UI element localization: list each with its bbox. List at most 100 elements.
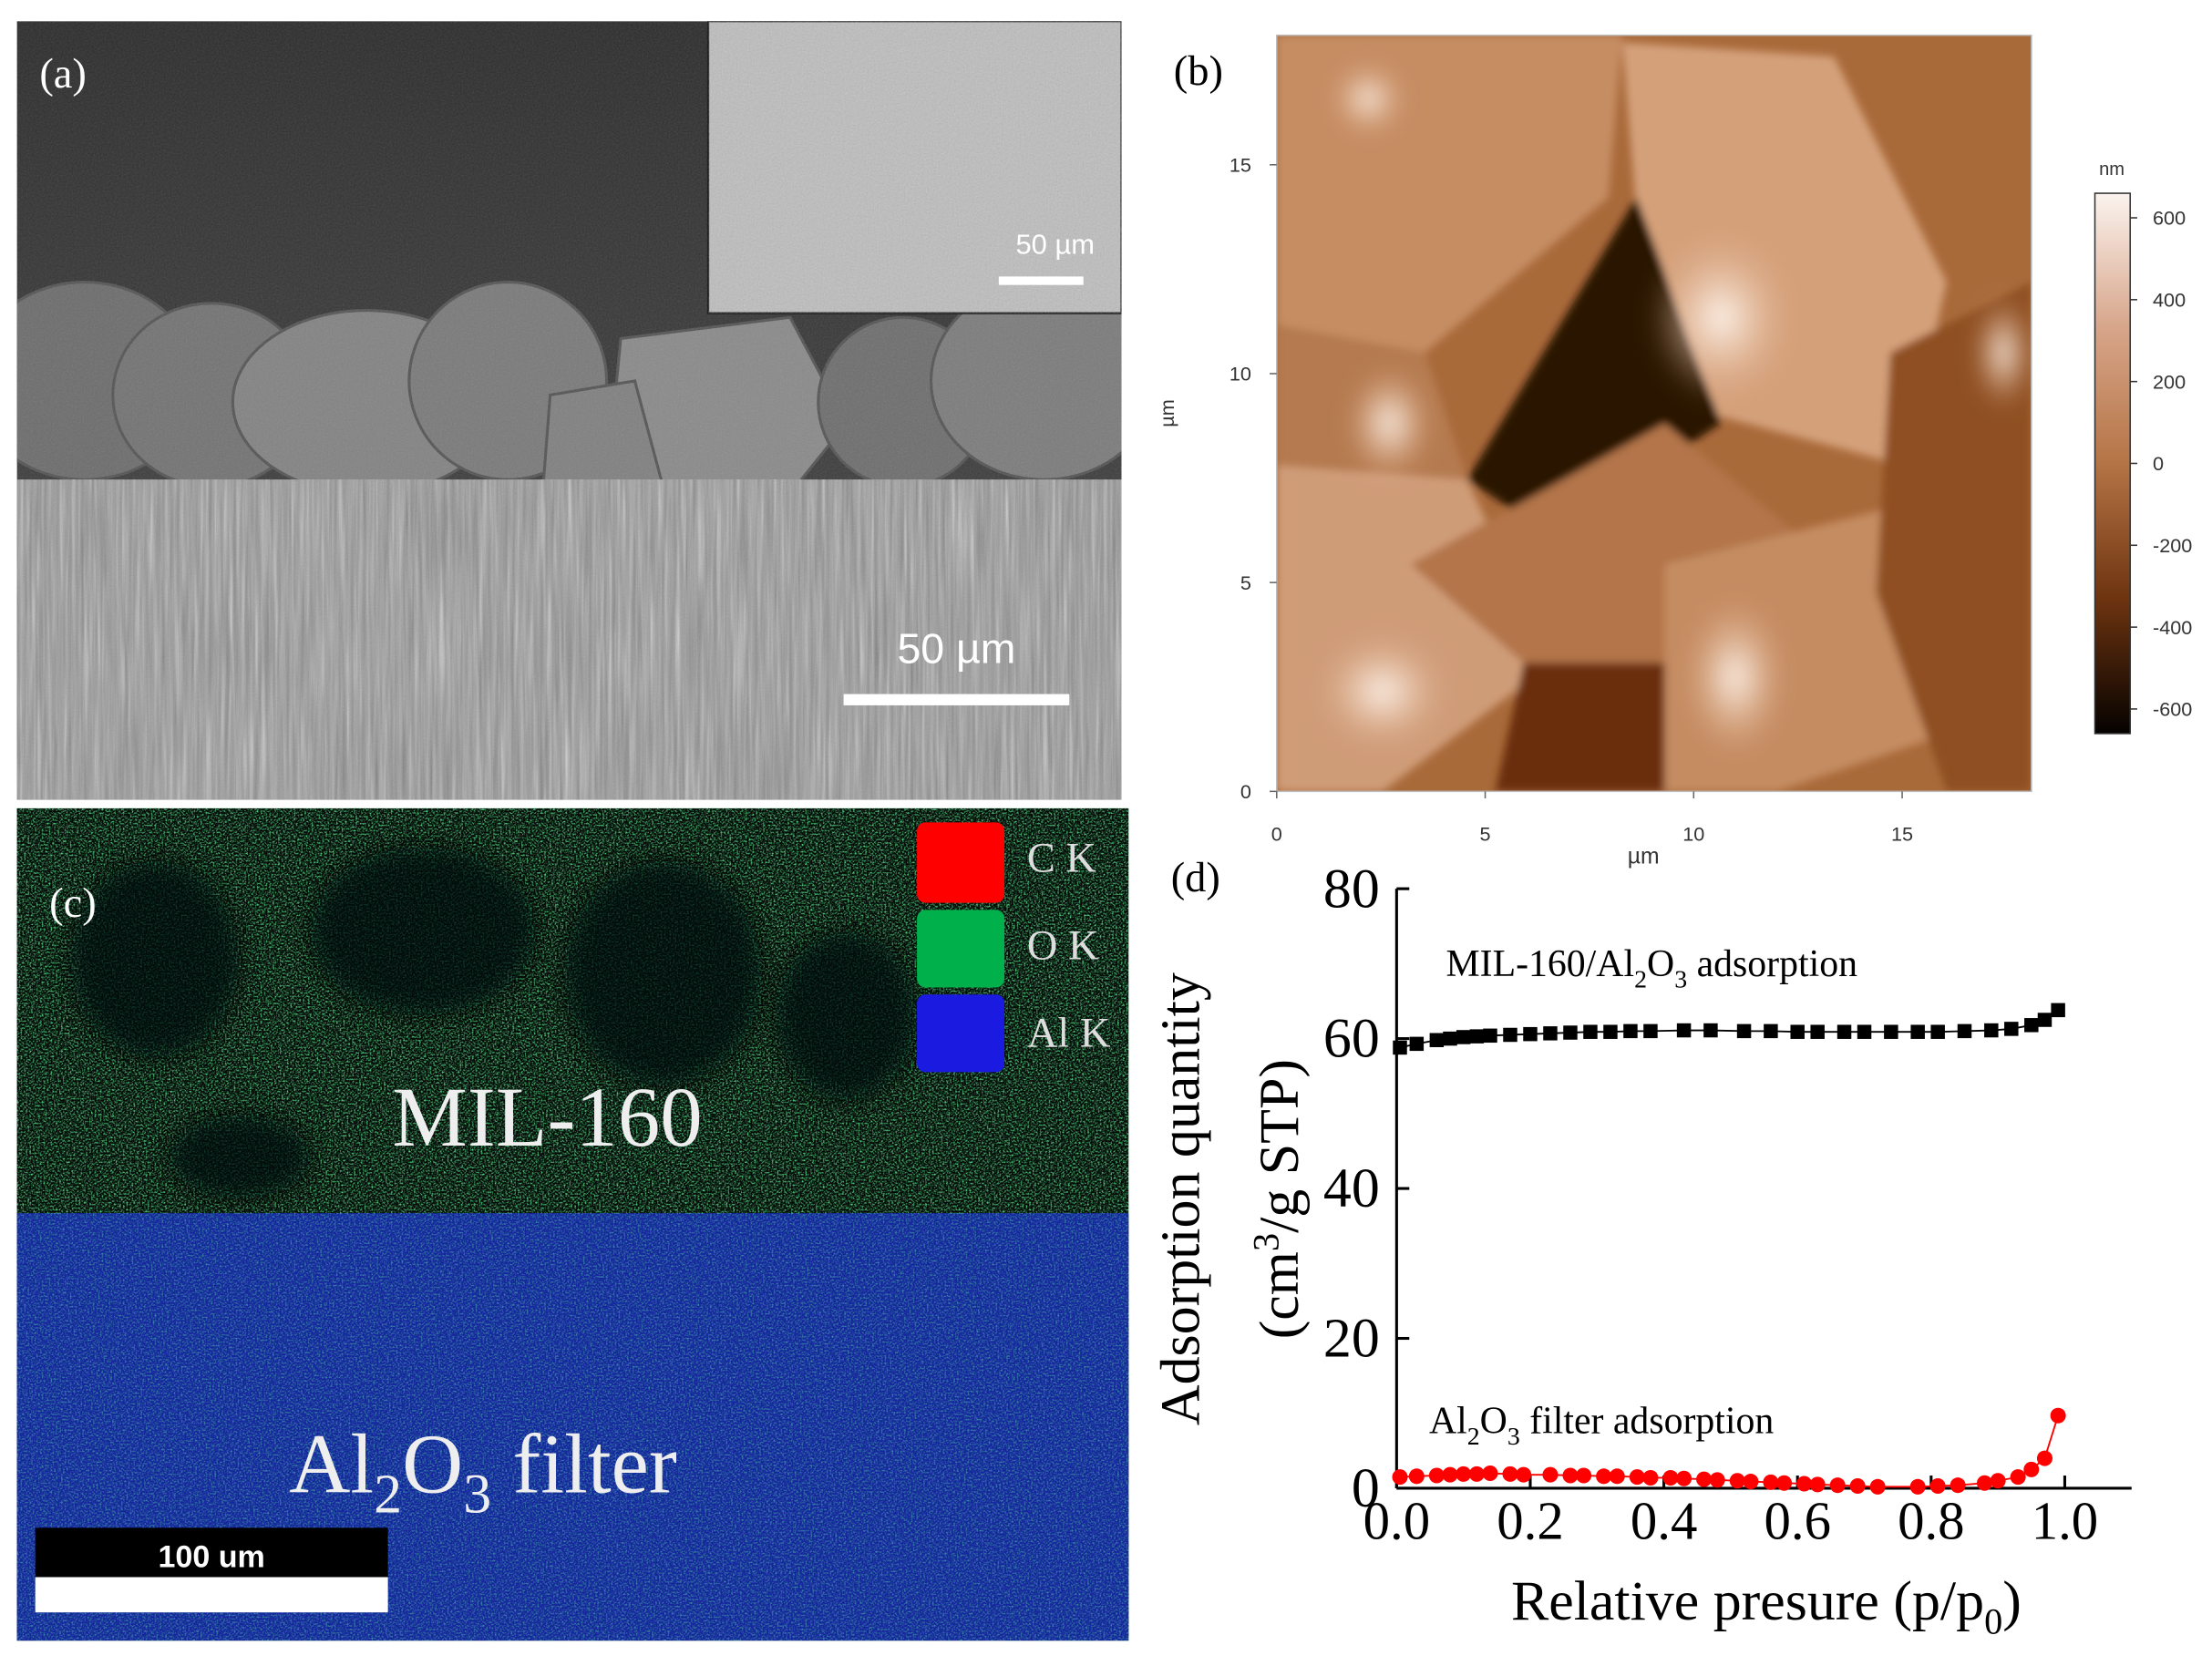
- data-point: [1884, 1024, 1898, 1039]
- data-point: [1976, 1475, 1993, 1491]
- data-point: [1523, 1026, 1538, 1042]
- panel-label: (c): [49, 880, 97, 927]
- data-point: [1930, 1024, 1945, 1039]
- data-point: [1703, 1023, 1718, 1038]
- text-part: 2: [1634, 965, 1647, 993]
- data-point: [1482, 1465, 1498, 1482]
- x-axis-label: µm: [1628, 844, 1660, 869]
- y-tick-label: 10: [1229, 363, 1251, 386]
- y-tick-label: 20: [1323, 1308, 1380, 1370]
- data-point: [1392, 1469, 1408, 1486]
- y-tick-label: 0: [1240, 780, 1251, 803]
- panel-label: (a): [39, 51, 87, 98]
- data-point: [1609, 1468, 1625, 1485]
- scale-label: 100 um: [159, 1540, 265, 1575]
- x-tick-label: 0.4: [1631, 1492, 1698, 1551]
- data-point: [1929, 1477, 1946, 1495]
- data-point: [1790, 1024, 1805, 1039]
- data-point: [1393, 1040, 1407, 1055]
- text-part: 3: [1674, 965, 1687, 993]
- colorbar-tick-label: -200: [2153, 534, 2192, 557]
- data-point: [2050, 1407, 2066, 1424]
- x-axis-label: Relative presure (p/p0): [1511, 1570, 2022, 1641]
- data-point: [1642, 1469, 1659, 1486]
- annotation: MIL-160/Al2O3 adsorption: [1446, 943, 1858, 993]
- data-point: [2004, 1022, 2019, 1036]
- x-tick-label: 0: [1271, 823, 1282, 846]
- data-point: [1603, 1024, 1618, 1039]
- data-point: [1442, 1466, 1458, 1483]
- y-tick-label: 60: [1323, 1008, 1380, 1070]
- data-point: [1809, 1476, 1826, 1493]
- data-point: [1709, 1472, 1725, 1488]
- y-tick-label: 40: [1323, 1157, 1380, 1219]
- inset-scale-label: 50 µm: [1015, 229, 1095, 261]
- data-point: [1676, 1470, 1692, 1486]
- text-part: 0: [1984, 1600, 2002, 1641]
- colorbar-tick-label: 0: [2153, 452, 2164, 475]
- data-point: [1662, 1469, 1679, 1486]
- colorbar-tick-label: -400: [2153, 616, 2192, 639]
- text-part: O: [402, 1418, 463, 1512]
- text-part: 3: [1245, 1233, 1286, 1251]
- y-tick-label: 5: [1240, 571, 1251, 594]
- x-tick-label: 0.6: [1764, 1492, 1831, 1551]
- data-point: [1429, 1033, 1445, 1047]
- eds-map: [16, 807, 1129, 1641]
- data-point: [2037, 1013, 2053, 1027]
- data-point: [1696, 1471, 1713, 1487]
- x-tick-label: 1.0: [2032, 1492, 2099, 1551]
- text-part: MIL-160/Al: [1446, 943, 1635, 985]
- data-point: [1563, 1025, 1578, 1040]
- afm-image: [1276, 35, 2032, 792]
- text-part: adsorption: [1687, 943, 1857, 985]
- data-point: [2023, 1461, 2040, 1477]
- data-point: [1729, 1473, 1745, 1489]
- data-point: [1468, 1465, 1485, 1482]
- y-tick-label: 0: [1352, 1457, 1380, 1519]
- y-axis-label: Adsorption quantity (cm3/g STP): [1150, 972, 1311, 1425]
- colorbar-label: nm: [2099, 159, 2125, 180]
- text-part: /g STP): [1249, 1059, 1311, 1233]
- region-label: Al2O3 filter: [289, 1418, 677, 1526]
- y-axis-label-line: Adsorption quantity: [1150, 972, 1212, 1425]
- text-part: filter adsorption: [1520, 1401, 1775, 1443]
- data-point: [1456, 1465, 1472, 1482]
- data-point: [1443, 1031, 1457, 1046]
- data-point: [1764, 1023, 1778, 1039]
- text-part: O: [1647, 943, 1674, 985]
- legend-label: C K: [1027, 836, 1097, 882]
- data-point: [1743, 1474, 1759, 1490]
- data-point: [1562, 1467, 1579, 1484]
- colorbar-tick-label: 600: [2153, 207, 2186, 230]
- data-point: [1984, 1023, 1999, 1038]
- x-tick-label: 0.2: [1497, 1492, 1564, 1551]
- data-point: [1796, 1476, 1813, 1492]
- text-part: 3: [1507, 1423, 1520, 1451]
- annotation: Al2O3 filter adsorption: [1429, 1401, 1774, 1451]
- data-point: [1596, 1468, 1612, 1485]
- data-point: [1810, 1024, 1825, 1039]
- data-point: [1542, 1466, 1559, 1483]
- data-point: [1503, 1027, 1518, 1043]
- region-label: MIL-160: [392, 1071, 702, 1165]
- text-part: filter: [491, 1418, 677, 1512]
- data-point: [1483, 1028, 1497, 1044]
- data-point: [2010, 1469, 2026, 1486]
- data-point: [1629, 1469, 1645, 1486]
- text-part: 3: [463, 1463, 491, 1525]
- text-part: Al: [289, 1418, 374, 1512]
- data-point: [1910, 1024, 1925, 1039]
- data-point: [1957, 1023, 1972, 1039]
- data-point: [2051, 1003, 2065, 1018]
- data-point: [1408, 1468, 1425, 1485]
- data-point: [1643, 1023, 1658, 1039]
- colorbar-tick-label: 400: [2153, 289, 2186, 312]
- scale-label: 50 µm: [897, 624, 1015, 672]
- x-tick-label: 0.0: [1363, 1492, 1430, 1551]
- colorbar-tick-label: -600: [2153, 698, 2192, 721]
- data-point: [1836, 1024, 1852, 1039]
- data-point: [1829, 1477, 1846, 1494]
- text-part: 2: [374, 1463, 402, 1525]
